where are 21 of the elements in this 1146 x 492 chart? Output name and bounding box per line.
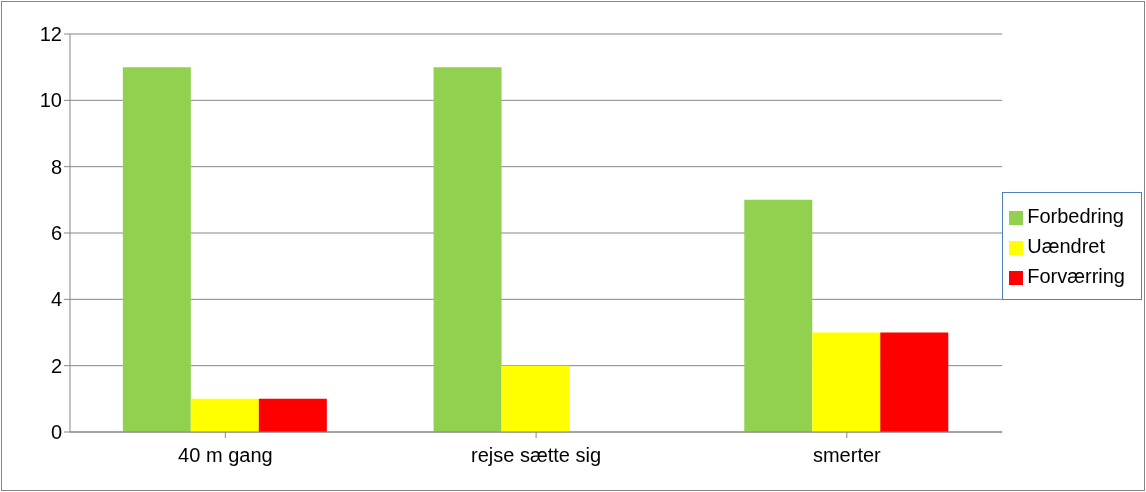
y-tick-label: 4 [50,288,62,311]
bar [258,398,327,432]
y-tick-label: 0 [50,421,62,444]
x-tick-label: rejse sætte sig [471,444,602,467]
bar [880,332,949,432]
x-tick-label: smerter [812,444,882,467]
bar [812,332,881,432]
legend-label: Uændret [1027,235,1106,257]
bar [501,365,570,432]
y-tick-label: 10 [39,89,62,112]
bar [122,67,191,432]
legend-label: Forbedring [1027,205,1124,227]
y-tick-label: 6 [50,222,62,245]
bar [433,67,502,432]
legend-label: Forværring [1027,265,1125,287]
bar [190,398,259,432]
bar [744,199,813,432]
y-tick-label: 2 [50,354,62,377]
y-tick-label: 12 [39,23,62,46]
x-tick-label: 40 m gang [178,444,273,467]
y-tick-label: 8 [50,155,62,178]
